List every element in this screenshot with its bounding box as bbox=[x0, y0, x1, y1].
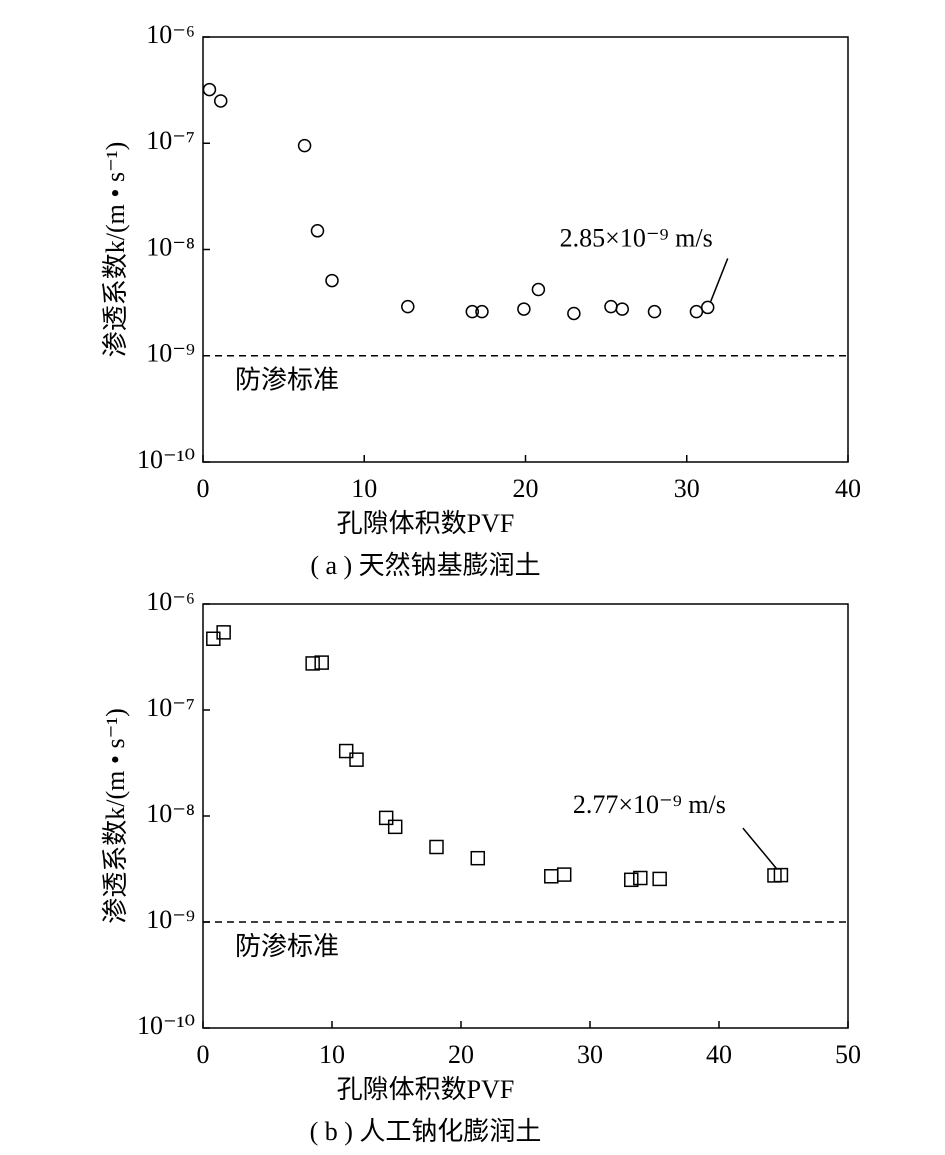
caption: ( b ) 人工钠化膨润土 bbox=[310, 1117, 542, 1146]
point bbox=[517, 302, 531, 316]
point bbox=[314, 655, 329, 670]
x-tick-label: 30 bbox=[577, 1040, 603, 1069]
y-tick-label: 10⁻⁷ bbox=[146, 693, 195, 722]
point bbox=[297, 138, 312, 153]
point bbox=[604, 299, 618, 314]
point bbox=[615, 302, 629, 316]
reference-label: 防渗标准 bbox=[235, 932, 339, 961]
point bbox=[773, 867, 789, 883]
y-tick-label: 10⁻⁶ bbox=[146, 20, 195, 49]
point bbox=[429, 839, 444, 855]
point bbox=[387, 819, 403, 835]
y-axis-label: 渗透系数k/(m • s⁻¹) bbox=[101, 142, 130, 358]
y-tick-label: 10⁻⁹ bbox=[146, 339, 195, 368]
x-tick-label: 40 bbox=[706, 1040, 732, 1069]
point bbox=[556, 867, 572, 882]
annotation-leader bbox=[710, 258, 729, 302]
y-tick-label: 10⁻⁸ bbox=[146, 232, 195, 261]
point bbox=[305, 656, 320, 671]
caption: ( a ) 天然钠基膨润土 bbox=[310, 551, 540, 580]
point bbox=[633, 870, 648, 886]
point bbox=[213, 94, 228, 108]
point bbox=[338, 743, 354, 759]
y-tick-label: 10⁻⁹ bbox=[146, 905, 195, 934]
point bbox=[647, 304, 662, 319]
point bbox=[531, 282, 546, 297]
annotation: 2.85×10⁻⁹ m/s bbox=[560, 223, 713, 252]
y-tick-label: 10⁻⁶ bbox=[146, 587, 195, 616]
plot-frame bbox=[202, 36, 849, 463]
x-tick-label: 20 bbox=[513, 474, 539, 503]
point bbox=[310, 224, 325, 238]
point bbox=[624, 872, 639, 888]
y-tick-label: 10⁻⁷ bbox=[146, 126, 195, 155]
point bbox=[401, 299, 415, 314]
x-tick-label: 0 bbox=[197, 1040, 210, 1069]
x-axis-label: 孔隙体积数PVF bbox=[337, 1075, 515, 1104]
point bbox=[216, 625, 231, 640]
plot-frame bbox=[202, 603, 849, 1029]
annotation: 2.77×10⁻⁹ m/s bbox=[573, 790, 726, 819]
y-tick-label: 10⁻⁸ bbox=[146, 799, 195, 828]
point bbox=[567, 306, 581, 321]
point bbox=[652, 871, 667, 887]
annotation-leader bbox=[742, 827, 778, 870]
y-axis-label: 渗透系数k/(m • s⁻¹) bbox=[101, 708, 130, 924]
x-tick-label: 10 bbox=[319, 1040, 345, 1069]
point bbox=[349, 752, 364, 767]
point bbox=[475, 304, 489, 319]
point bbox=[544, 869, 559, 884]
x-tick-label: 0 bbox=[197, 474, 210, 503]
reference-label: 防渗标准 bbox=[235, 366, 339, 395]
y-tick-label: 10⁻¹⁰ bbox=[137, 445, 195, 474]
x-tick-label: 50 bbox=[835, 1040, 861, 1069]
point bbox=[378, 810, 394, 826]
point bbox=[700, 300, 715, 315]
point bbox=[325, 273, 339, 288]
x-axis-label: 孔隙体积数PVF bbox=[337, 509, 515, 538]
point bbox=[470, 850, 486, 866]
point bbox=[689, 304, 704, 319]
x-tick-label: 20 bbox=[448, 1040, 474, 1069]
x-tick-label: 30 bbox=[674, 474, 700, 503]
x-tick-label: 10 bbox=[351, 474, 377, 503]
point bbox=[202, 82, 217, 97]
x-tick-label: 40 bbox=[835, 474, 861, 503]
y-tick-label: 10⁻¹⁰ bbox=[137, 1011, 195, 1040]
point bbox=[465, 304, 480, 319]
